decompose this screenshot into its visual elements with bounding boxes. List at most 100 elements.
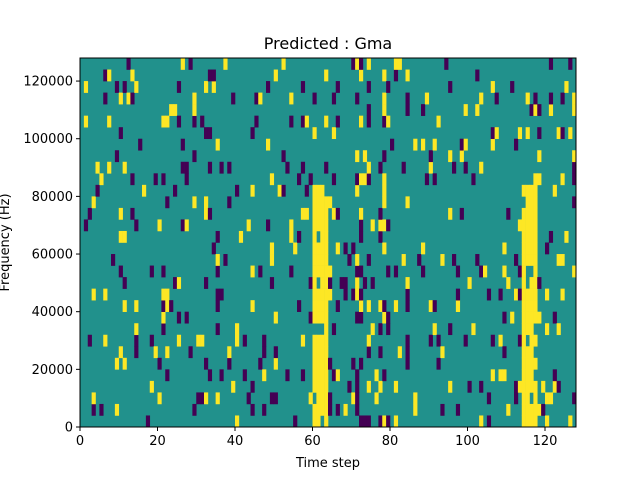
x-tick-label: 80 [382,434,399,449]
heatmap-cell [463,138,468,151]
heatmap-cell [556,380,561,393]
heatmap-cell [560,127,565,140]
heatmap-cell [382,184,387,197]
heatmap-cell [378,415,383,428]
plot-area [80,58,577,428]
heatmap-cell [459,207,464,220]
heatmap-cell [541,380,546,393]
heatmap-cell [568,415,573,428]
heatmap-cell [572,161,577,174]
heatmap-cell [525,323,530,336]
heatmap-cell [533,288,538,301]
heatmap-cell [285,369,290,382]
heatmap-cell [502,311,507,324]
heatmap-cell [386,415,391,428]
heatmap-cell [502,242,507,255]
heatmap-cell [207,369,213,382]
heatmap-cell [560,173,565,186]
heatmap-cell [114,403,120,416]
heatmap-cell [351,288,356,301]
heatmap-cell [316,207,321,220]
heatmap-cell [312,265,317,278]
heatmap-cell [231,380,236,393]
heatmap-cell [335,207,340,220]
heatmap-cell [320,242,325,255]
heatmap-cell [521,380,526,393]
heatmap-cell [320,357,325,370]
heatmap-cell [312,196,317,209]
heatmap-cell [312,311,317,324]
heatmap-cell [537,150,542,163]
heatmap-cell [161,265,166,278]
heatmap-cell [548,92,554,105]
heatmap-cell [382,311,387,324]
heatmap-cell [359,300,364,312]
heatmap-cell [533,219,538,232]
heatmap-cell [521,334,526,347]
heatmap-cell [324,392,329,405]
heatmap-cell [525,311,530,324]
heatmap-cell [200,392,205,405]
heatmap-cell [219,369,224,382]
heatmap-cell [382,219,387,232]
heatmap-cell [475,104,480,116]
heatmap-cell [382,104,387,116]
heatmap-cell [165,196,170,209]
heatmap-cell [204,196,209,209]
heatmap-cell [525,415,530,428]
heatmap-cell [324,369,329,382]
heatmap-cell [517,265,523,278]
heatmap-cell [517,127,523,140]
heatmap-cell [281,184,286,197]
x-tick-label: 100 [455,434,480,449]
heatmap-cell [355,277,360,289]
heatmap-cell [417,254,422,266]
heatmap-cell [312,380,317,393]
heatmap-cell [320,254,325,266]
heatmap-cell [378,161,383,174]
heatmap-cell [517,334,523,347]
heatmap-cell [215,254,220,266]
heatmap-cell [95,184,100,197]
heatmap-cell [316,380,321,393]
heatmap-cell [258,265,263,278]
heatmap-cell [378,230,383,243]
heatmap-cell [401,161,406,174]
heatmap-cell [359,58,364,70]
heatmap-cell [335,369,340,382]
heatmap-cell [118,127,123,140]
heatmap-cell [533,300,538,312]
heatmap-cell [289,219,294,232]
heatmap-cell [490,81,495,93]
heatmap-cell [374,392,379,405]
heatmap-cell [227,357,232,370]
heatmap-cell [165,369,170,382]
heatmap-cell [328,196,333,209]
chart-title: Predicted : Gma [264,34,392,53]
heatmap-cell [328,403,333,416]
heatmap-cell [200,115,205,128]
heatmap-cell [266,138,271,151]
heatmap-cell [134,334,139,347]
heatmap-cell [312,207,317,220]
heatmap-cell [428,150,433,163]
heatmap-cell [362,415,368,428]
heatmap-cell [130,207,135,220]
heatmap-cell [211,69,216,82]
heatmap-cell [514,138,519,151]
heatmap-cell [204,392,209,405]
heatmap-cell [514,392,519,405]
heatmap-cell [126,92,131,105]
heatmap-cell [525,254,530,266]
heatmap-cell [114,81,120,93]
heatmap-cell [525,403,530,416]
heatmap-cell [196,392,201,405]
heatmap-cell [455,288,461,301]
heatmap-cell [486,392,492,405]
heatmap-cell [107,69,112,82]
heatmap-cell [572,150,577,163]
heatmap-cell [502,265,507,278]
heatmap-cell [207,69,213,82]
heatmap-cell [421,138,426,151]
plot-frame [79,57,577,428]
